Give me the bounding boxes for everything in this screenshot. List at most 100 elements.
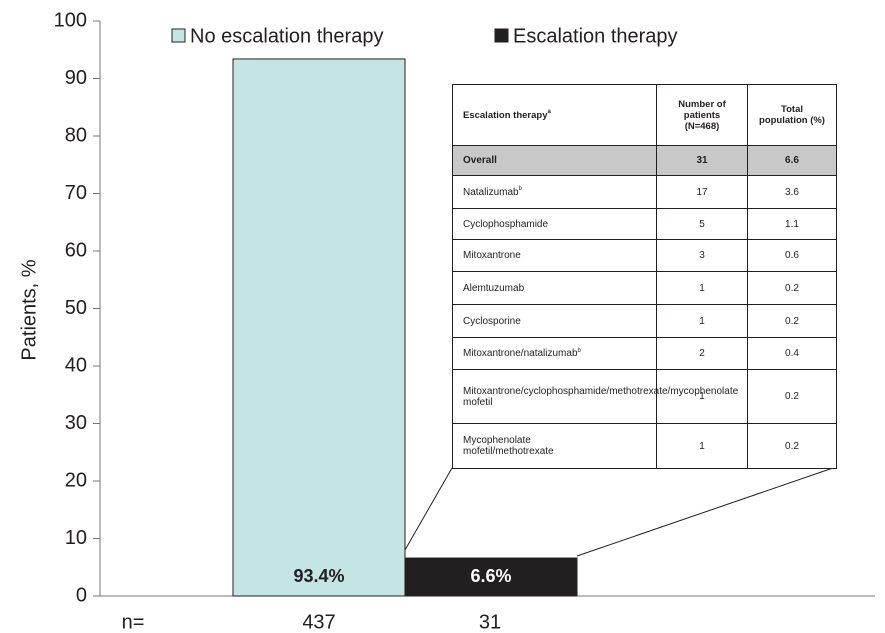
- n-label: n=: [122, 611, 145, 633]
- patient-count: 2: [699, 348, 705, 359]
- population-percent: 0.2: [785, 440, 799, 452]
- table-row: Cyclophosphamide 5 1.1: [452, 208, 837, 240]
- legend-label: Escalation therapy: [513, 25, 678, 47]
- table-row: Overall 31 6.6: [452, 145, 837, 176]
- legend-swatch: [171, 28, 186, 43]
- percent-cell: 0.4: [747, 337, 837, 370]
- therapy-name: Mitoxantrone: [463, 250, 521, 261]
- table-row: Cyclosporine 1 0.2: [452, 304, 837, 338]
- count-cell: 1: [656, 271, 748, 305]
- header-cell: Escalation therapya: [452, 84, 657, 146]
- patient-count: 3: [699, 250, 705, 261]
- patient-count: 1: [699, 440, 705, 452]
- patient-count: 1: [699, 282, 705, 294]
- patient-count: 5: [699, 218, 705, 230]
- patient-count: 1: [699, 391, 705, 402]
- percent-cell: 0.6: [747, 239, 837, 272]
- y-axis-label: Patients, %: [18, 259, 40, 360]
- population-percent: 0.2: [785, 282, 799, 294]
- y-tick-label: 40: [65, 354, 87, 376]
- legend-label: No escalation therapy: [190, 25, 383, 47]
- count-cell: 5: [656, 208, 748, 240]
- percent-cell: 0.2: [747, 423, 837, 469]
- value-label: 6.6%: [470, 566, 511, 586]
- legend-swatch: [494, 28, 509, 43]
- therapy-name: Mitoxantrone/natalizumab: [463, 348, 578, 360]
- connector: [576, 467, 834, 557]
- header-row: Escalation therapya Number of patients (N…: [452, 84, 837, 146]
- therapy-cell: Mycophenolate mofetil/methotrexate: [452, 423, 657, 469]
- header-text: Number of patients (N=468): [678, 98, 726, 132]
- table-row: Mycophenolate mofetil/methotrexate 1 0.2: [452, 423, 837, 469]
- y-tick-label: 50: [65, 297, 87, 319]
- therapy-name: Mitoxantrone/cyclophosphamide/methotrexa…: [463, 385, 739, 408]
- y-tick-label: 30: [65, 412, 87, 434]
- therapy-name: Natalizumab: [463, 186, 519, 198]
- y-tick-label: 10: [65, 527, 87, 549]
- header-text: Escalation therapy: [463, 109, 548, 121]
- therapy-name: Overall: [463, 155, 497, 166]
- count-cell: 1: [656, 304, 748, 338]
- population-percent: 6.6: [785, 155, 799, 166]
- percent-cell: 3.6: [747, 175, 837, 209]
- patient-count: 31: [696, 155, 708, 166]
- n-value: 437: [302, 611, 335, 633]
- value-label: 93.4%: [293, 566, 344, 586]
- therapy-cell: Natalizumabb: [452, 175, 657, 209]
- escalation-table: Escalation therapya Number of patients (N…: [452, 84, 837, 469]
- superscript: b: [577, 347, 581, 354]
- table-row: Mitoxantrone/natalizumabb 2 0.4: [452, 337, 837, 370]
- header-cell: Total population (%): [747, 84, 837, 146]
- y-tick-label: 70: [65, 182, 87, 204]
- therapy-cell: Overall: [452, 145, 657, 176]
- superscript: b: [518, 186, 522, 193]
- bar: [232, 58, 406, 597]
- y-tick-label: 60: [65, 239, 87, 261]
- y-tick-label: 20: [65, 469, 87, 491]
- population-percent: 3.6: [785, 186, 799, 198]
- therapy-name: Cyclophosphamide: [463, 218, 549, 230]
- count-cell: 1: [656, 423, 748, 469]
- count-cell: 3: [656, 239, 748, 272]
- therapy-name: Cyclosporine: [463, 315, 521, 327]
- table-row: Alemtuzumab 1 0.2: [452, 271, 837, 305]
- count-cell: 31: [656, 145, 748, 176]
- percent-cell: 0.2: [747, 271, 837, 305]
- y-tick-label: 100: [54, 9, 87, 31]
- therapy-name: Alemtuzumab: [463, 282, 525, 294]
- therapy-cell: Mitoxantrone: [452, 239, 657, 272]
- percent-cell: 1.1: [747, 208, 837, 240]
- therapy-cell: Alemtuzumab: [452, 271, 657, 305]
- population-percent: 1.1: [785, 218, 799, 230]
- superscript: a: [547, 109, 551, 116]
- table-row: Mitoxantrone/cyclophosphamide/methotrexa…: [452, 369, 837, 424]
- patient-count: 1: [699, 315, 705, 327]
- therapy-cell: Mitoxantrone/natalizumabb: [452, 337, 657, 370]
- population-percent: 0.6: [785, 250, 799, 261]
- therapy-name: Mycophenolate mofetil/methotrexate: [463, 435, 554, 457]
- population-percent: 0.4: [785, 348, 799, 359]
- count-cell: 2: [656, 337, 748, 370]
- count-cell: 17: [656, 175, 748, 209]
- y-tick-label: 0: [76, 584, 87, 606]
- bar: [404, 557, 578, 597]
- therapy-cell: Mitoxantrone/cyclophosphamide/methotrexa…: [452, 369, 739, 424]
- table-row: Natalizumabb 17 3.6: [452, 175, 837, 209]
- table-row: Mitoxantrone 3 0.6: [452, 239, 837, 272]
- n-value: 31: [479, 611, 501, 633]
- connector: [404, 467, 453, 551]
- percent-cell: 0.2: [747, 369, 837, 424]
- y-tick-label: 90: [65, 67, 87, 89]
- patient-count: 17: [696, 186, 708, 198]
- therapy-cell: Cyclophosphamide: [452, 208, 657, 240]
- population-percent: 0.2: [785, 315, 799, 327]
- percent-cell: 6.6: [747, 145, 837, 176]
- header-cell: Number of patients (N=468): [656, 84, 748, 146]
- y-tick-label: 80: [65, 124, 87, 146]
- header-text: Total population (%): [759, 104, 825, 126]
- population-percent: 0.2: [785, 391, 799, 402]
- count-cell: 1: [656, 369, 748, 424]
- percent-cell: 0.2: [747, 304, 837, 338]
